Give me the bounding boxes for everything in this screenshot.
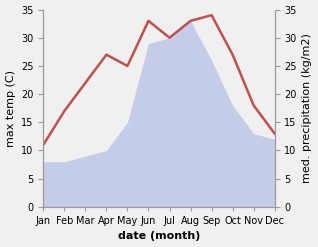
X-axis label: date (month): date (month) — [118, 231, 200, 242]
Y-axis label: max temp (C): max temp (C) — [5, 70, 16, 147]
Y-axis label: med. precipitation (kg/m2): med. precipitation (kg/m2) — [302, 33, 313, 183]
